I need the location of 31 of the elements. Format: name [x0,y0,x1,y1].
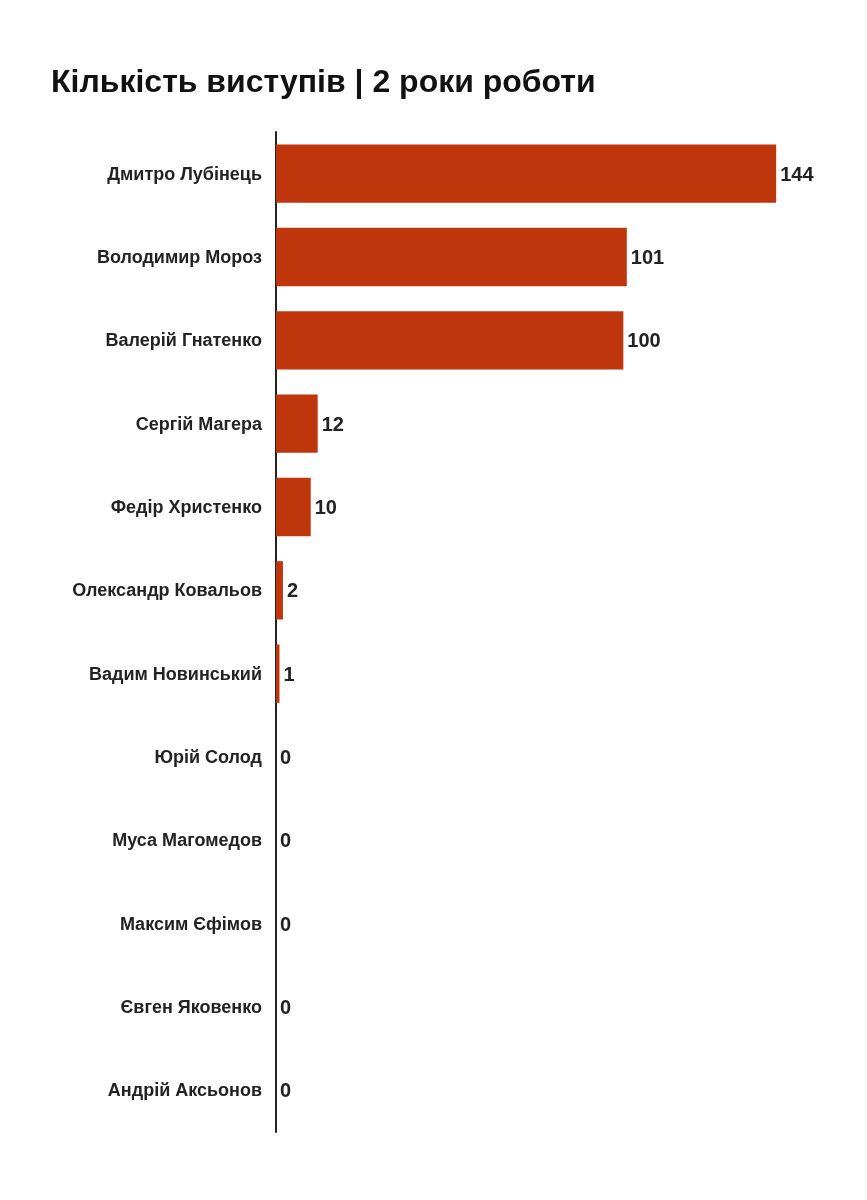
data-label: 0 [280,996,292,1018]
bar [276,144,777,203]
y-tick-label: Андрій Аксьонов [107,1080,262,1101]
chart-title: Кількість виступів | 2 роки роботи [51,63,596,99]
bar [276,394,318,453]
data-label: 10 [314,496,337,518]
data-label: 0 [280,1079,292,1102]
y-tick-label: Вадим Новинський [88,663,262,684]
data-label: 12 [321,412,344,435]
data-label: 0 [280,746,292,768]
bar [276,477,311,537]
data-label: 101 [630,246,665,268]
bar [276,311,624,370]
y-tick-label: Федір Христенко [110,497,262,517]
y-tick-label: Юрій Солод [154,747,263,767]
y-tick-label: Дмитро Лубінець [107,163,262,184]
data-label: 2 [286,579,299,602]
data-label: 1 [283,662,295,685]
data-label: 0 [280,829,292,852]
y-tick-label: Муса Магомедов [112,830,262,851]
bar [276,227,627,287]
data-label: 100 [627,329,661,352]
y-tick-label: Сергій Магера [135,413,263,434]
y-tick-label: Олександр Ковальов [72,580,262,601]
y-tick-label: Валерій Гнатенко [105,330,262,351]
data-label: 0 [280,912,292,935]
bar [276,561,283,620]
y-tick-label: Євген Яковенко [120,997,262,1017]
data-label: 144 [780,162,815,185]
y-tick-label: Володимир Мороз [96,247,263,267]
y-tick-label: Максим Єфімов [119,913,262,934]
